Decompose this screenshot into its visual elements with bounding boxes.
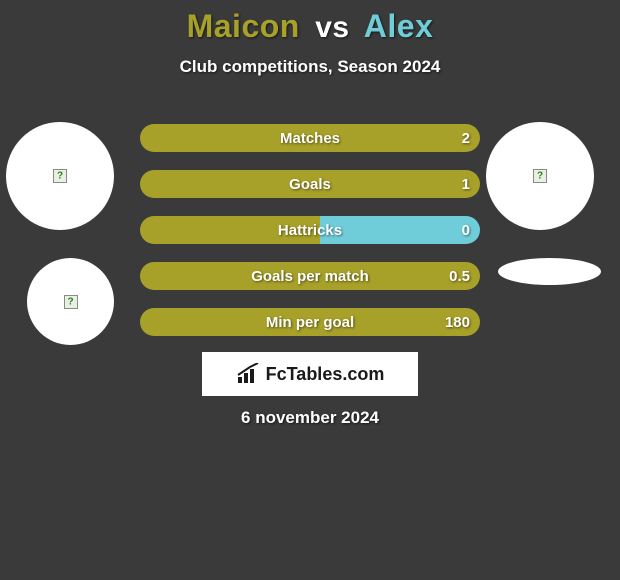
player2-name: Alex (364, 8, 434, 44)
bar-label: Min per goal (266, 314, 354, 331)
stat-row: Goals per match 0.5 (140, 262, 480, 290)
bar-label: Goals per match (251, 268, 369, 285)
subtitle: Club competitions, Season 2024 (0, 57, 620, 77)
placeholder-icon (64, 295, 78, 309)
avatar-right-oval (498, 258, 601, 285)
vs-text: vs (315, 11, 349, 44)
bar-right-fill (320, 216, 480, 244)
avatar-right-top (486, 122, 594, 230)
bar-value-right: 1 (462, 176, 470, 193)
bar-label: Matches (280, 130, 340, 147)
placeholder-icon (533, 169, 547, 183)
bar-value-right: 0 (462, 222, 470, 239)
bar-value-right: 2 (462, 130, 470, 147)
bar-value-right: 180 (445, 314, 470, 331)
date-text: 6 november 2024 (0, 408, 620, 428)
placeholder-icon (53, 169, 67, 183)
bar-label: Hattricks (278, 222, 342, 239)
brand-box[interactable]: FcTables.com (202, 352, 418, 396)
bar-label: Goals (289, 176, 331, 193)
player1-name: Maicon (187, 8, 300, 44)
page-title: Maicon vs Alex (0, 0, 620, 45)
avatar-left-top (6, 122, 114, 230)
chart-icon (236, 363, 262, 385)
stat-row: Matches 2 (140, 124, 480, 152)
avatar-left-bottom (27, 258, 114, 345)
stat-row: Hattricks 0 (140, 216, 480, 244)
bar-value-right: 0.5 (449, 268, 470, 285)
stat-row: Goals 1 (140, 170, 480, 198)
stat-bars: Matches 2 Goals 1 Hattricks 0 Goals per match 0… (140, 124, 480, 354)
stat-row: Min per goal 180 (140, 308, 480, 336)
brand-text: FcTables.com (266, 364, 385, 385)
